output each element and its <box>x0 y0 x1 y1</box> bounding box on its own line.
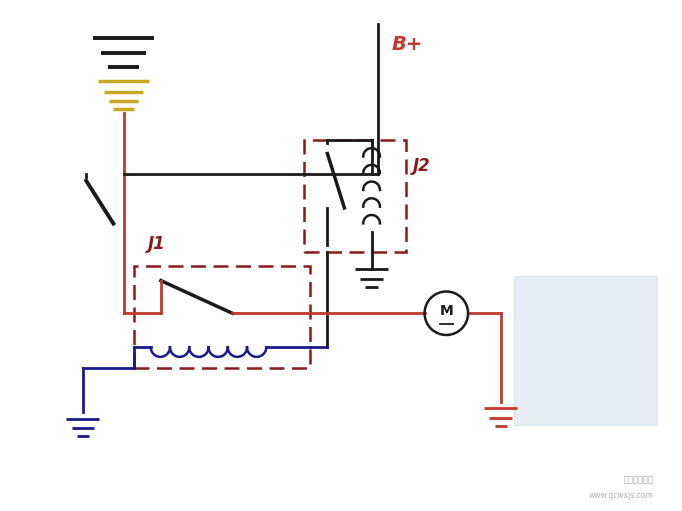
Text: J2: J2 <box>413 156 430 175</box>
Text: 汽车智技术网: 汽车智技术网 <box>623 475 653 484</box>
Text: M: M <box>439 304 454 318</box>
Text: J1: J1 <box>147 235 165 253</box>
Bar <box>514 276 657 425</box>
Text: www.qcwxjs.com: www.qcwxjs.com <box>589 491 653 500</box>
Bar <box>303 140 406 252</box>
Text: B+: B+ <box>392 35 424 54</box>
Bar <box>134 266 310 367</box>
